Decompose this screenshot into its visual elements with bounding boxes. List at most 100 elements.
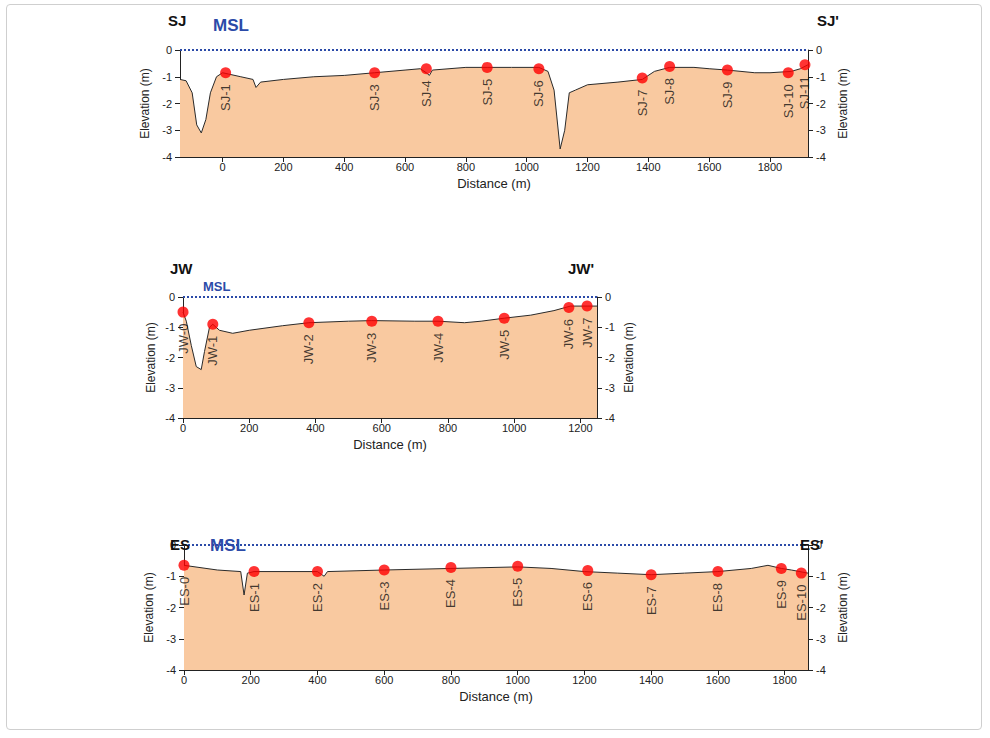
svg-text:-2: -2 bbox=[166, 602, 176, 614]
svg-text:1000: 1000 bbox=[502, 422, 526, 434]
svg-text:Distance (m): Distance (m) bbox=[459, 689, 533, 704]
svg-text:0: 0 bbox=[166, 44, 172, 56]
svg-text:SJ-7: SJ-7 bbox=[635, 90, 650, 117]
svg-text:JW: JW bbox=[170, 260, 193, 277]
svg-text:400: 400 bbox=[306, 422, 324, 434]
svg-text:MSL: MSL bbox=[203, 279, 231, 294]
svg-text:0: 0 bbox=[220, 161, 226, 173]
svg-text:Elevation (m): Elevation (m) bbox=[144, 322, 158, 393]
svg-text:SJ-8: SJ-8 bbox=[662, 78, 677, 105]
svg-text:Distance (m): Distance (m) bbox=[457, 176, 531, 191]
svg-text:400: 400 bbox=[308, 674, 326, 686]
svg-text:-1: -1 bbox=[162, 71, 172, 83]
svg-text:600: 600 bbox=[373, 422, 391, 434]
svg-text:600: 600 bbox=[396, 161, 414, 173]
svg-text:-4: -4 bbox=[816, 664, 826, 676]
svg-text:-3: -3 bbox=[166, 633, 176, 645]
svg-text:ES-3: ES-3 bbox=[377, 582, 392, 611]
svg-text:ES-4: ES-4 bbox=[443, 579, 458, 608]
svg-text:-1: -1 bbox=[605, 321, 615, 333]
svg-text:-3: -3 bbox=[165, 382, 175, 394]
svg-text:1400: 1400 bbox=[636, 161, 660, 173]
svg-text:ES-2: ES-2 bbox=[310, 583, 325, 612]
svg-text:JW-1: JW-1 bbox=[205, 336, 220, 366]
svg-text:200: 200 bbox=[242, 674, 260, 686]
svg-text:-4: -4 bbox=[162, 151, 172, 163]
svg-text:-4: -4 bbox=[166, 664, 176, 676]
svg-text:ES-7: ES-7 bbox=[644, 586, 659, 615]
svg-text:400: 400 bbox=[335, 161, 353, 173]
svg-text:200: 200 bbox=[274, 161, 292, 173]
svg-text:200: 200 bbox=[240, 422, 258, 434]
svg-text:MSL: MSL bbox=[210, 536, 246, 555]
svg-text:-1: -1 bbox=[816, 570, 826, 582]
svg-text:800: 800 bbox=[457, 161, 475, 173]
svg-text:-3: -3 bbox=[162, 124, 172, 136]
svg-text:SJ-1: SJ-1 bbox=[218, 84, 233, 111]
svg-text:1400: 1400 bbox=[639, 674, 663, 686]
svg-text:1000: 1000 bbox=[514, 161, 538, 173]
svg-text:JW-0: JW-0 bbox=[176, 324, 191, 354]
svg-text:ES-9: ES-9 bbox=[774, 580, 789, 609]
svg-text:SJ-9: SJ-9 bbox=[720, 82, 735, 109]
svg-text:1800: 1800 bbox=[758, 161, 782, 173]
svg-text:ES-1: ES-1 bbox=[247, 583, 262, 612]
svg-text:JW-3: JW-3 bbox=[364, 333, 379, 363]
svg-text:-2: -2 bbox=[162, 98, 172, 110]
svg-text:-2: -2 bbox=[605, 352, 615, 364]
svg-text:Elevation (m): Elevation (m) bbox=[138, 68, 152, 139]
svg-text:0: 0 bbox=[169, 291, 175, 303]
svg-text:-3: -3 bbox=[816, 124, 826, 136]
svg-text:1800: 1800 bbox=[772, 674, 796, 686]
svg-text:ES-5: ES-5 bbox=[510, 578, 525, 607]
svg-text:-1: -1 bbox=[166, 570, 176, 582]
svg-text:1600: 1600 bbox=[697, 161, 721, 173]
svg-text:MSL: MSL bbox=[213, 16, 249, 35]
svg-text:600: 600 bbox=[375, 674, 393, 686]
svg-text:-4: -4 bbox=[816, 151, 826, 163]
svg-text:Elevation (m): Elevation (m) bbox=[836, 572, 850, 643]
svg-text:-1: -1 bbox=[816, 71, 826, 83]
svg-text:ES': ES' bbox=[800, 536, 824, 553]
svg-text:-3: -3 bbox=[605, 382, 615, 394]
svg-text:-1: -1 bbox=[165, 321, 175, 333]
svg-text:Distance (m): Distance (m) bbox=[353, 437, 427, 452]
svg-text:-4: -4 bbox=[165, 412, 175, 424]
svg-text:JW': JW' bbox=[568, 260, 594, 277]
svg-text:ES-8: ES-8 bbox=[710, 583, 725, 612]
svg-text:ES-0: ES-0 bbox=[177, 577, 192, 606]
svg-text:0: 0 bbox=[181, 674, 187, 686]
svg-text:1200: 1200 bbox=[575, 161, 599, 173]
svg-text:1200: 1200 bbox=[568, 422, 592, 434]
svg-text:0: 0 bbox=[605, 291, 611, 303]
svg-text:-2: -2 bbox=[816, 602, 826, 614]
svg-text:ES-10: ES-10 bbox=[794, 585, 809, 621]
svg-text:SJ-3: SJ-3 bbox=[367, 84, 382, 111]
svg-text:-2: -2 bbox=[165, 352, 175, 364]
svg-text:1200: 1200 bbox=[572, 674, 596, 686]
svg-text:JW-2: JW-2 bbox=[301, 334, 316, 364]
svg-text:SJ: SJ bbox=[168, 12, 186, 29]
svg-text:1000: 1000 bbox=[505, 674, 529, 686]
svg-text:JW-6: JW-6 bbox=[561, 319, 576, 349]
svg-text:Elevation (m): Elevation (m) bbox=[142, 572, 156, 643]
svg-text:SJ-5: SJ-5 bbox=[480, 79, 495, 106]
svg-text:ES-6: ES-6 bbox=[580, 582, 595, 611]
svg-text:SJ-6: SJ-6 bbox=[531, 80, 546, 107]
svg-text:800: 800 bbox=[439, 422, 457, 434]
svg-text:-3: -3 bbox=[816, 633, 826, 645]
svg-text:SJ-11: SJ-11 bbox=[797, 76, 812, 109]
svg-text:-2: -2 bbox=[816, 98, 826, 110]
svg-text:Elevation (m): Elevation (m) bbox=[622, 322, 636, 393]
svg-text:SJ-4: SJ-4 bbox=[419, 80, 434, 107]
svg-text:SJ-10: SJ-10 bbox=[781, 84, 796, 118]
svg-text:Elevation (m): Elevation (m) bbox=[836, 68, 850, 139]
svg-text:-4: -4 bbox=[605, 412, 615, 424]
svg-text:0: 0 bbox=[180, 422, 186, 434]
svg-text:JW-5: JW-5 bbox=[497, 330, 512, 360]
svg-text:SJ': SJ' bbox=[817, 12, 839, 29]
svg-text:JW-4: JW-4 bbox=[431, 333, 446, 363]
svg-text:800: 800 bbox=[442, 674, 460, 686]
svg-text:0: 0 bbox=[816, 44, 822, 56]
svg-text:JW-7: JW-7 bbox=[580, 318, 595, 348]
